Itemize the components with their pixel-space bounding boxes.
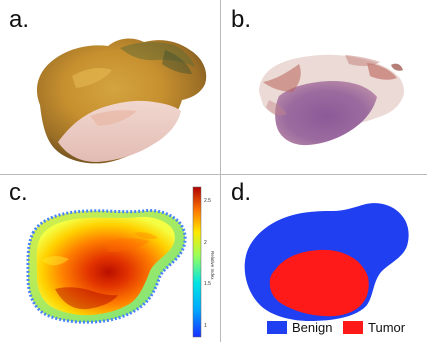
legend-benign-swatch [267, 321, 287, 334]
histology-image [259, 54, 404, 146]
colorbar-tick-1-5: 1.5 [204, 281, 211, 287]
specimen-photo [36, 38, 207, 164]
panel-d: d. Benign Tumor [221, 175, 427, 342]
panel-a-label: a. [9, 6, 30, 33]
panel-c: c. [0, 175, 220, 342]
colorbar-bar [192, 186, 202, 338]
panel-c-label: c. [9, 179, 28, 206]
vertical-divider [220, 0, 221, 342]
horizontal-divider [0, 174, 427, 175]
heatmap-image [26, 186, 202, 338]
panel-b-label: b. [231, 6, 252, 33]
legend-tumor-swatch [343, 321, 363, 334]
legend-benign-label: Benign [292, 320, 333, 335]
colorbar-tick-top: 2.5 [204, 198, 211, 204]
colorbar-tick-2: 2 [204, 240, 207, 246]
legend-tumor-label: Tumor [368, 320, 406, 335]
panel-b: b. [221, 0, 427, 174]
colorbar-tick-bottom: 1 [204, 323, 207, 329]
segmentation-map [244, 203, 409, 321]
panel-a: a. [0, 0, 220, 174]
panel-d-label: d. [231, 179, 252, 206]
colorbar-title: Relative Index [210, 251, 215, 280]
